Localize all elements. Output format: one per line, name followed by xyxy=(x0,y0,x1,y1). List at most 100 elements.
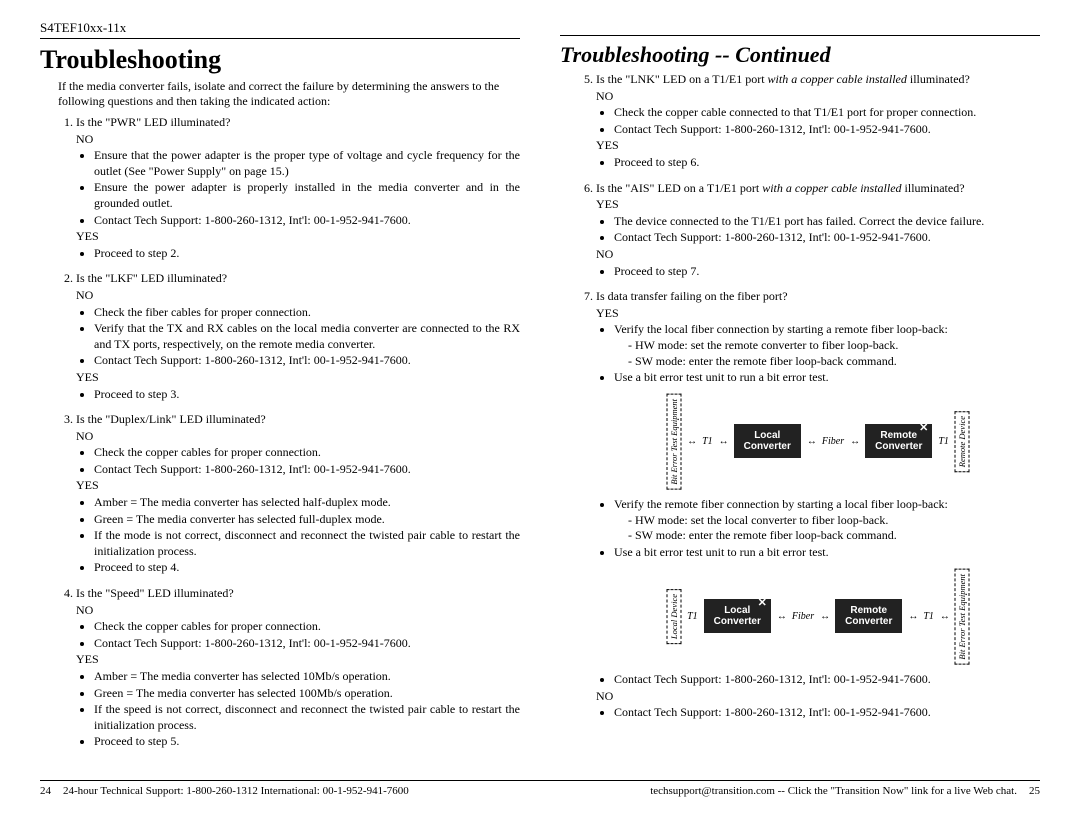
yes-label: YES xyxy=(596,306,1040,322)
step-4: Is the "Speed" LED illuminated? NO Check… xyxy=(76,586,520,750)
yes-label: YES xyxy=(596,197,1040,213)
yes-label: YES xyxy=(76,370,520,386)
bullet: Contact Tech Support: 1-800-260-1312, In… xyxy=(94,353,520,369)
footer-rule xyxy=(40,780,1040,781)
link-t1: T1 xyxy=(923,610,934,623)
bullet: Check the copper cable connected to that… xyxy=(614,105,1040,121)
no-list: Proceed to step 7. xyxy=(596,264,1040,280)
step-question: Is the "AIS" LED on a T1/E1 port with a … xyxy=(596,181,965,195)
bullet: Contact Tech Support: 1-800-260-1312, In… xyxy=(614,672,1040,688)
bullet: Verify that the TX and RX cables on the … xyxy=(94,321,520,352)
left-page: S4TEF10xx-11x Troubleshooting If the med… xyxy=(40,20,520,770)
bullet: Verify the local fiber connection by sta… xyxy=(614,322,1040,369)
step-question: Is the "Speed" LED illuminated? xyxy=(76,586,234,600)
no-label: NO xyxy=(76,132,520,148)
bullet: Contact Tech Support: 1-800-260-1312, In… xyxy=(614,230,1040,246)
bullet: Proceed to step 4. xyxy=(94,560,520,576)
no-list: Check the copper cables for proper conne… xyxy=(76,619,520,651)
footer: 24 24-hour Technical Support: 1-800-260-… xyxy=(0,785,1080,797)
no-label: NO xyxy=(76,429,520,445)
arrow-icon: ↔ xyxy=(807,435,816,448)
no-label: NO xyxy=(76,603,520,619)
bullet: Verify the remote fiber connection by st… xyxy=(614,497,1040,544)
loopback-diagram-2: Local Device T1 ✕LocalConverter ↔ Fiber … xyxy=(596,569,1040,665)
step-question: Is the "LNK" LED on a T1/E1 port with a … xyxy=(596,72,970,86)
no-list: Contact Tech Support: 1-800-260-1312, In… xyxy=(596,705,1040,721)
remote-converter-box: RemoteConverter xyxy=(835,599,902,633)
bullet: Proceed to step 5. xyxy=(94,734,520,750)
page-spread: S4TEF10xx-11x Troubleshooting If the med… xyxy=(0,0,1080,780)
remote-device-box: Remote Device xyxy=(955,411,970,472)
yes-list: Verify the local fiber connection by sta… xyxy=(596,322,1040,385)
footer-text-right: techsupport@transition.com -- Click the … xyxy=(650,785,1017,797)
step-question: Is the "PWR" LED illuminated? xyxy=(76,115,230,129)
yes-list: Proceed to step 2. xyxy=(76,246,520,262)
page-number-left: 24 xyxy=(40,785,51,797)
step-question: Is the "Duplex/Link" LED illuminated? xyxy=(76,412,266,426)
arrow-icon: ↔ xyxy=(719,435,728,448)
no-list: Check the copper cable connected to that… xyxy=(596,105,1040,137)
page-title-left: Troubleshooting xyxy=(40,45,520,75)
yes-list: Proceed to step 6. xyxy=(596,155,1040,171)
remote-converter-box: ✕RemoteConverter xyxy=(865,424,932,458)
steps-right: Is the "LNK" LED on a T1/E1 port with a … xyxy=(560,72,1040,731)
arrow-icon: ↔ xyxy=(687,435,696,448)
right-page: Troubleshooting -- Continued Is the "LNK… xyxy=(560,20,1040,770)
bullet: Green = The media converter has selected… xyxy=(94,686,520,702)
intro-text: If the media converter fails, isolate an… xyxy=(58,79,520,109)
arrow-icon: ↔ xyxy=(820,610,829,623)
step-3: Is the "Duplex/Link" LED illuminated? NO… xyxy=(76,412,520,576)
bullet: If the mode is not correct, disconnect a… xyxy=(94,528,520,559)
bullet: Ensure the power adapter is properly ins… xyxy=(94,180,520,211)
no-label: NO xyxy=(596,689,1040,705)
arrow-icon: ↔ xyxy=(850,435,859,448)
link-t1: T1 xyxy=(687,610,698,623)
no-list: Check the copper cables for proper conne… xyxy=(76,445,520,477)
no-label: NO xyxy=(596,89,1040,105)
link-t1: T1 xyxy=(938,435,949,448)
yes-label: YES xyxy=(76,652,520,668)
arrow-icon: ↔ xyxy=(940,610,949,623)
step-7: Is data transfer failing on the fiber po… xyxy=(596,289,1040,721)
bullet: The device connected to the T1/E1 port h… xyxy=(614,214,1040,230)
bullet: Contact Tech Support: 1-800-260-1312, In… xyxy=(94,636,520,652)
bullet: Amber = The media converter has selected… xyxy=(94,669,520,685)
footer-left: 24 24-hour Technical Support: 1-800-260-… xyxy=(40,785,540,797)
link-fiber: Fiber xyxy=(822,435,844,448)
local-converter-box: LocalConverter xyxy=(734,424,801,458)
bullet: Contact Tech Support: 1-800-260-1312, In… xyxy=(94,213,520,229)
x-icon: ✕ xyxy=(758,597,767,609)
bit-error-box: Bit Error Test Equipment xyxy=(667,394,682,490)
arrow-icon: ↔ xyxy=(908,610,917,623)
link-fiber: Fiber xyxy=(792,610,814,623)
loopback-diagram-1: Bit Error Test Equipment ↔ T1 ↔ LocalCon… xyxy=(596,394,1040,490)
bullet: Check the copper cables for proper conne… xyxy=(94,445,520,461)
bullet: Green = The media converter has selected… xyxy=(94,512,520,528)
bullet: Amber = The media converter has selected… xyxy=(94,495,520,511)
link-t1: T1 xyxy=(702,435,713,448)
step-question: Is data transfer failing on the fiber po… xyxy=(596,289,788,303)
bullet: Contact Tech Support: 1-800-260-1312, In… xyxy=(94,462,520,478)
bullet: Proceed to step 2. xyxy=(94,246,520,262)
yes-list: Amber = The media converter has selected… xyxy=(76,669,520,750)
sub-line: - HW mode: set the remote converter to f… xyxy=(614,338,1040,354)
bullet: Proceed to step 3. xyxy=(94,387,520,403)
yes-label: YES xyxy=(76,229,520,245)
header-rule xyxy=(560,35,1040,36)
footer-text-left: 24-hour Technical Support: 1-800-260-131… xyxy=(63,785,409,797)
sub-line: - SW mode: enter the remote fiber loop-b… xyxy=(614,354,1040,370)
yes-list: The device connected to the T1/E1 port h… xyxy=(596,214,1040,246)
bullet: Check the copper cables for proper conne… xyxy=(94,619,520,635)
bullet: If the speed is not correct, disconnect … xyxy=(94,702,520,733)
no-label: NO xyxy=(76,288,520,304)
bullet: Check the fiber cables for proper connec… xyxy=(94,305,520,321)
bullet: Ensure that the power adapter is the pro… xyxy=(94,148,520,179)
local-converter-box: ✕LocalConverter xyxy=(704,599,771,633)
footer-right: techsupport@transition.com -- Click the … xyxy=(540,785,1040,797)
product-header: S4TEF10xx-11x xyxy=(40,20,520,36)
sub-line: - SW mode: enter the remote fiber loop-b… xyxy=(614,528,1040,544)
bullet: Use a bit error test unit to run a bit e… xyxy=(614,545,1040,561)
local-device-box: Local Device xyxy=(667,589,682,644)
bullet: Use a bit error test unit to run a bit e… xyxy=(614,370,1040,386)
yes-list-end: Contact Tech Support: 1-800-260-1312, In… xyxy=(596,672,1040,688)
